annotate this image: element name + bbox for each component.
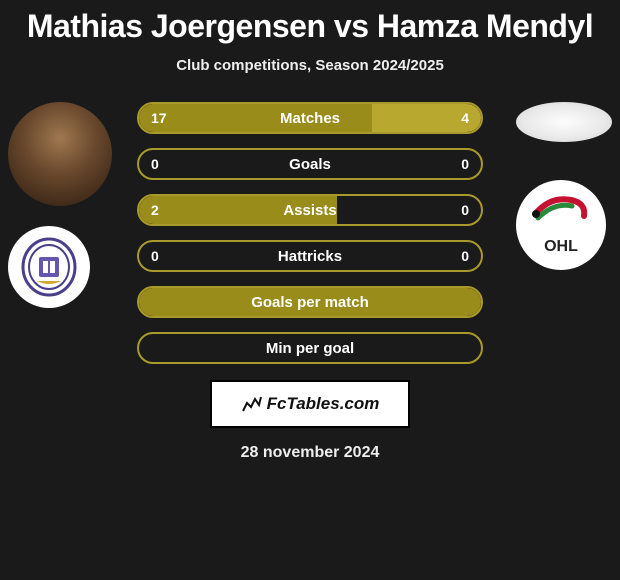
player-right-crest: OHL [516, 180, 606, 270]
stat-value-left: 0 [151, 248, 159, 264]
ohl-crest-icon [526, 188, 596, 238]
stat-label: Assists [283, 202, 336, 219]
player-left-avatar [8, 102, 112, 206]
stat-label: Hattricks [278, 248, 342, 265]
stat-bar-goals-per-match: Goals per match [137, 286, 483, 318]
ohl-crest-text: OHL [516, 238, 606, 256]
stat-value-left: 0 [151, 156, 159, 172]
comparison-panel: OHL 17 4 Matches 0 0 Goals 2 0 Assists 0 0 Hattrick… [0, 102, 620, 364]
stat-value-left: 2 [151, 202, 159, 218]
brand-icon [241, 393, 263, 415]
stat-label: Min per goal [266, 340, 354, 357]
stat-bar-assists: 2 0 Assists [137, 194, 483, 226]
player-left-column [8, 102, 112, 308]
stat-bar-goals: 0 0 Goals [137, 148, 483, 180]
stat-value-right: 4 [461, 110, 469, 126]
brand-box[interactable]: FcTables.com [210, 380, 410, 428]
stat-value-left: 17 [151, 110, 167, 126]
stat-bars: 17 4 Matches 0 0 Goals 2 0 Assists 0 0 Hattricks Goa… [137, 102, 483, 364]
stat-label: Goals per match [251, 294, 369, 311]
subtitle: Club competitions, Season 2024/2025 [0, 57, 620, 74]
stat-bar-matches: 17 4 Matches [137, 102, 483, 134]
stat-value-right: 0 [461, 248, 469, 264]
date-label: 28 november 2024 [0, 444, 620, 462]
stat-label: Goals [289, 156, 331, 173]
stat-bar-hattricks: 0 0 Hattricks [137, 240, 483, 272]
brand-text: FcTables.com [267, 394, 380, 414]
player-left-crest [8, 226, 90, 308]
stat-value-right: 0 [461, 156, 469, 172]
page-title: Mathias Joergensen vs Hamza Mendyl [0, 0, 620, 45]
stat-bar-min-per-goal: Min per goal [137, 332, 483, 364]
anderlecht-crest-icon [19, 237, 79, 297]
player-right-avatar-placeholder [516, 102, 612, 142]
stat-label: Matches [280, 110, 340, 127]
stat-value-right: 0 [461, 202, 469, 218]
player-right-column: OHL [516, 102, 612, 270]
